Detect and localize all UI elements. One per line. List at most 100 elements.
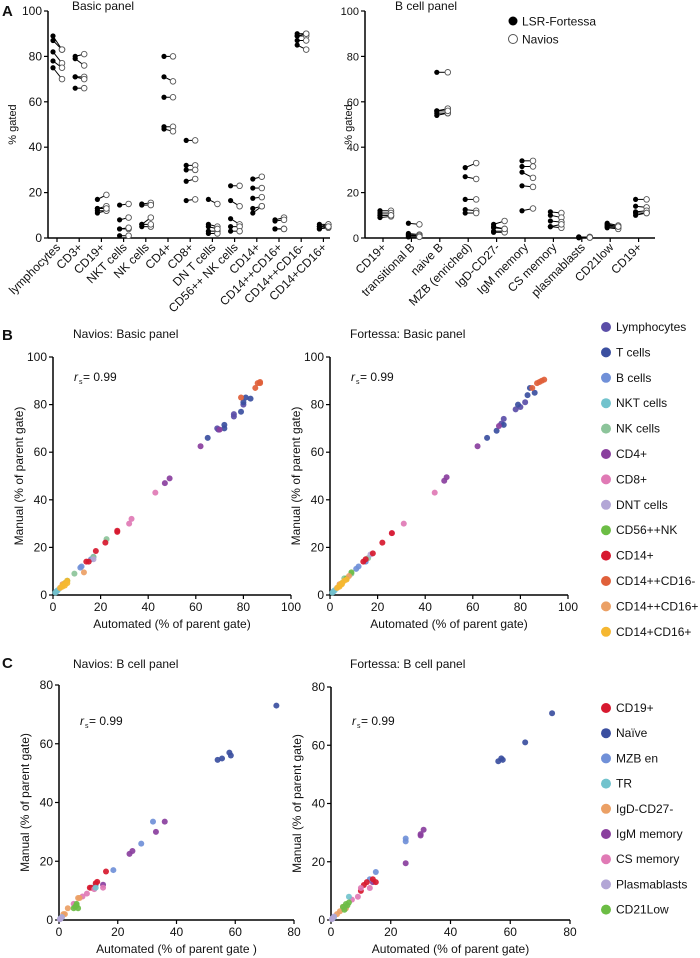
instrument-legend: LSR-Fortessa Navios bbox=[508, 15, 596, 47]
navios-point bbox=[501, 217, 508, 225]
point-cd4- bbox=[161, 480, 168, 487]
fortessa-point bbox=[250, 185, 256, 191]
fortessa-point bbox=[50, 49, 56, 55]
point-cd14- bbox=[102, 539, 109, 546]
point-cd21low bbox=[70, 905, 77, 912]
scatter-chart-fortessa-basic: Fortessa: Basic panel Manual (% of parent… bbox=[289, 327, 578, 631]
y-tick-label: 100 bbox=[341, 6, 359, 18]
paired-dot-chart-basic-panel: Basic panel % gated 0 20 40 60 80 100 lymphocyte… bbox=[6, 0, 332, 315]
fortessa-point bbox=[161, 74, 167, 80]
legend-label: IgD-CD27- bbox=[616, 802, 673, 816]
legend-item: CD14+ bbox=[601, 549, 654, 563]
navios-point bbox=[169, 78, 177, 85]
point-lymphocytes bbox=[512, 406, 519, 413]
point-cd14-cd16- bbox=[238, 394, 245, 401]
x-tick-label: 40 bbox=[142, 600, 156, 614]
fortessa-point bbox=[462, 174, 468, 180]
fortessa-point bbox=[434, 112, 440, 119]
fortessa-point bbox=[205, 196, 211, 203]
fortessa-point bbox=[491, 229, 497, 235]
navios-point bbox=[125, 200, 132, 208]
legend-label: CD56++NK bbox=[616, 523, 677, 537]
x-tick-label: 40 bbox=[444, 925, 458, 939]
navios-point bbox=[529, 205, 537, 212]
legend-label: Navios bbox=[522, 33, 559, 47]
legend-label: CD14+CD16+ bbox=[616, 625, 691, 639]
y-tick-label: 80 bbox=[34, 398, 48, 412]
point-mzb-en bbox=[110, 867, 117, 874]
y-tick-label: 40 bbox=[347, 142, 359, 154]
fortessa-point bbox=[94, 205, 100, 212]
fortessa-point bbox=[139, 221, 145, 227]
navios-point bbox=[643, 209, 650, 217]
legend-item: CD19+ bbox=[601, 701, 654, 715]
legend-item: Navios bbox=[508, 33, 559, 47]
x-tick-label: 0 bbox=[327, 600, 334, 614]
legend-basic: Lymphocytes T cells B cells NKT cells NK cel… bbox=[601, 320, 698, 639]
y-tick-label: 20 bbox=[311, 540, 325, 554]
point-t-cells bbox=[221, 425, 228, 432]
y-axis-label: % gated bbox=[343, 104, 355, 144]
y-tick-label: 20 bbox=[29, 186, 43, 200]
legend-label: Plasmablasts bbox=[616, 877, 687, 891]
point-na-ve bbox=[549, 710, 556, 717]
point-cd21low bbox=[344, 902, 351, 909]
navios-point bbox=[302, 37, 310, 44]
point-t-cells bbox=[531, 389, 538, 396]
rs-value: = 0.99 bbox=[360, 370, 394, 384]
navios-point bbox=[614, 223, 622, 230]
point-cs-memory bbox=[366, 884, 373, 891]
legend-swatch-icon bbox=[601, 449, 611, 459]
fortessa-point bbox=[462, 196, 468, 203]
navios-point bbox=[529, 183, 537, 191]
point-cd8- bbox=[431, 489, 438, 496]
point-igm-memory bbox=[152, 828, 159, 835]
point-igm-memory bbox=[420, 826, 427, 833]
fortessa-point bbox=[519, 169, 525, 175]
navios-point bbox=[472, 209, 480, 217]
point-b-cells bbox=[353, 565, 360, 572]
legend-item: B cells bbox=[601, 371, 651, 385]
legend-label: CD21Low bbox=[616, 903, 669, 917]
category-label: lymphocytes bbox=[6, 240, 63, 297]
legend-swatch-icon bbox=[601, 550, 611, 561]
legend-bcell: CD19+ Naïve MZB en TR IgD-CD27- IgM memory CS … bbox=[601, 701, 687, 917]
point-mzb-en bbox=[372, 868, 379, 875]
fortessa-point bbox=[491, 224, 497, 230]
point-lymphocytes bbox=[500, 415, 507, 422]
x-tick-label: 80 bbox=[287, 925, 301, 939]
point-cd14-cd16- bbox=[343, 576, 350, 583]
navios-point bbox=[387, 212, 395, 219]
y-tick-label: 100 bbox=[22, 4, 42, 18]
scatter-chart-fortessa-b-cell: Fortessa: B cell panel Manual (% of paren… bbox=[290, 657, 577, 956]
point-cs-memory bbox=[354, 893, 361, 900]
y-tick-label: 100 bbox=[304, 350, 324, 364]
point-igm-memory bbox=[161, 818, 168, 825]
fortessa-point bbox=[633, 196, 639, 203]
navios-point bbox=[80, 75, 88, 83]
rs-symbol: r bbox=[351, 370, 356, 384]
navios-point bbox=[258, 202, 266, 210]
fortessa-point bbox=[117, 226, 123, 232]
legend-item: MZB en bbox=[601, 751, 658, 765]
navios-point bbox=[169, 128, 177, 135]
point-cd19- bbox=[92, 880, 99, 887]
rs-value: = 0.99 bbox=[361, 714, 395, 728]
chart-title: Navios: B cell panel bbox=[73, 657, 178, 671]
x-tick-label: 60 bbox=[504, 925, 518, 939]
point-cd21low bbox=[341, 906, 348, 913]
legend-label: LSR-Fortessa bbox=[522, 15, 596, 29]
point-igd-cd27- bbox=[64, 905, 71, 912]
fortessa-point bbox=[519, 183, 525, 189]
legend-swatch-icon bbox=[601, 398, 611, 409]
chart-title: Basic panel bbox=[72, 0, 134, 13]
navios-point bbox=[258, 184, 266, 192]
navios-point bbox=[191, 137, 199, 144]
legend-label: TR bbox=[616, 777, 632, 791]
fortessa-point bbox=[139, 202, 145, 208]
point-cs-memory bbox=[100, 884, 107, 891]
y-tick-label: 0 bbox=[353, 233, 359, 245]
y-tick-label: 0 bbox=[40, 588, 47, 602]
point-cd8- bbox=[400, 520, 407, 527]
legend-swatch-icon bbox=[601, 703, 611, 713]
